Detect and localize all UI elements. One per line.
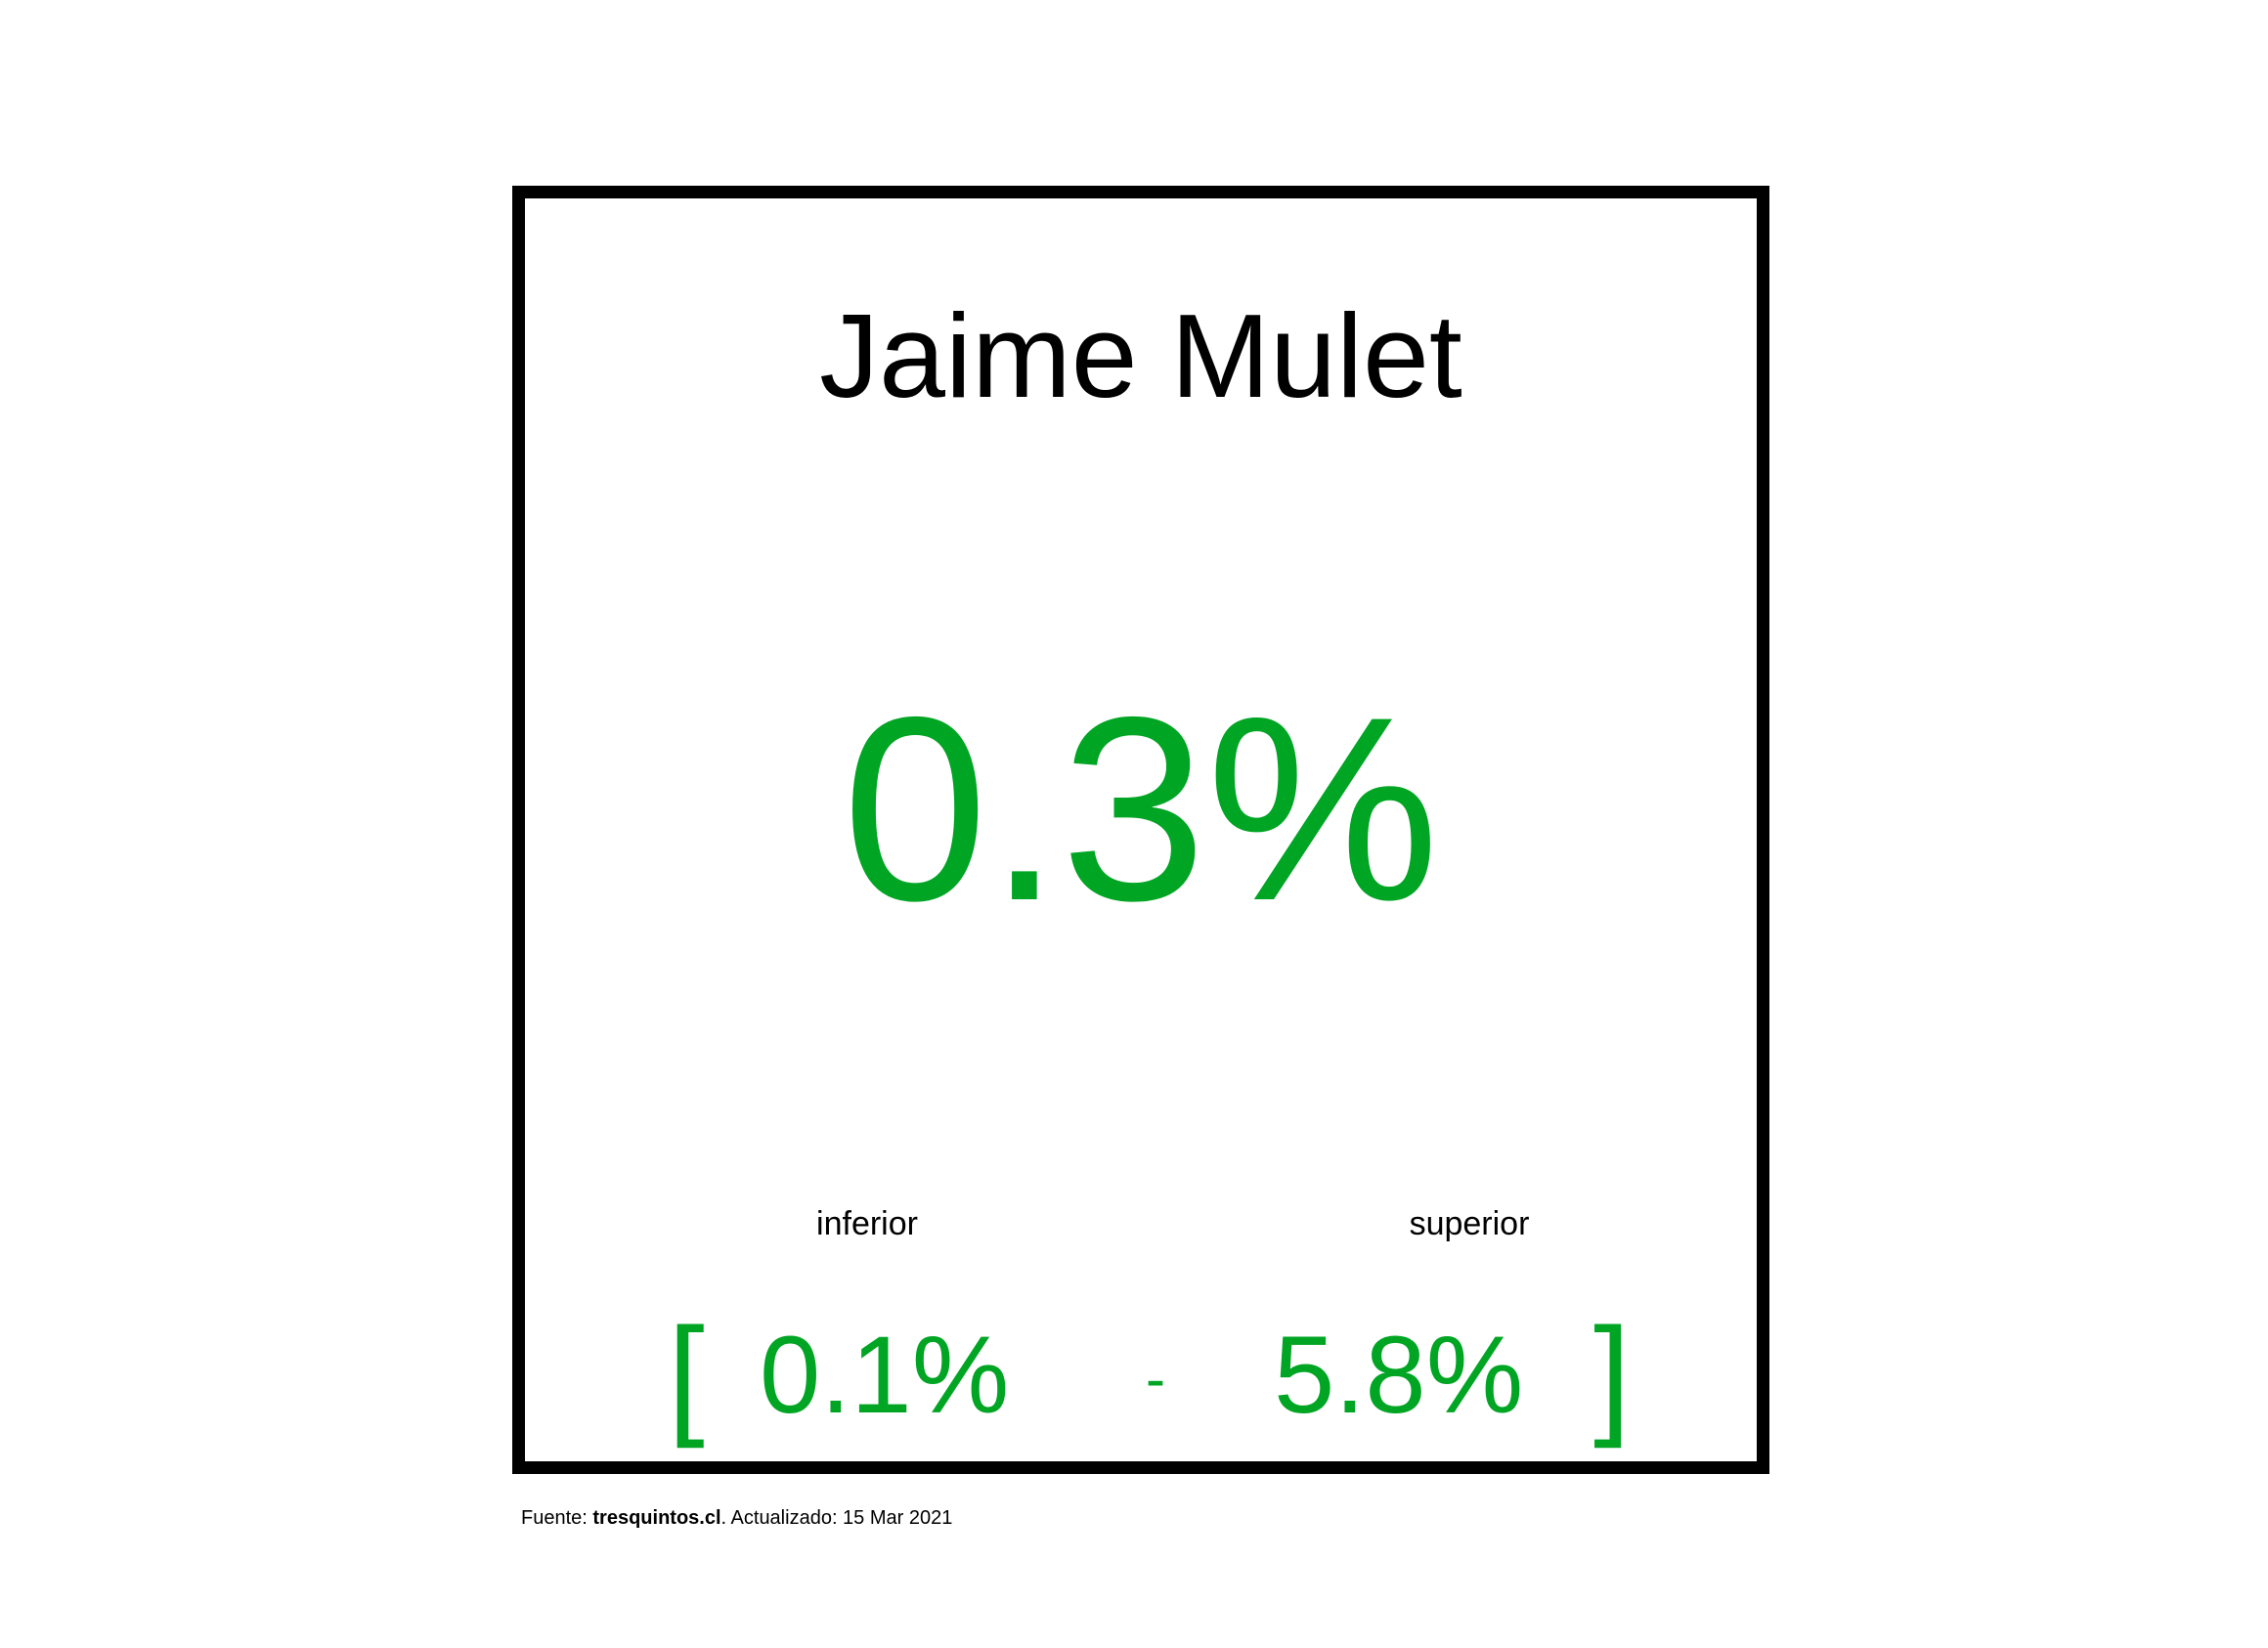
main-percentage: 0.3%	[842, 662, 1440, 955]
source-footer: Fuente: tresquintos.cl. Actualizado: 15 …	[521, 1508, 952, 1528]
source-name: tresquintos.cl	[592, 1507, 721, 1529]
range-separator: -	[1146, 1346, 1165, 1411]
footer-updated: . Actualizado: 15 Mar 2021	[720, 1507, 953, 1529]
inferior-label: inferior	[816, 1205, 918, 1242]
inferior-value: 0.1%	[760, 1314, 1010, 1436]
superior-value: 5.8%	[1274, 1314, 1524, 1436]
close-bracket: ]	[1593, 1300, 1631, 1449]
footer-prefix: Fuente:	[521, 1507, 593, 1529]
open-bracket: [	[668, 1300, 705, 1449]
candidate-name: Jaime Mulet	[819, 289, 1462, 422]
result-card: Jaime Mulet 0.3% inferior superior [ 0.1…	[512, 186, 1769, 1474]
superior-label: superior	[1409, 1205, 1530, 1242]
